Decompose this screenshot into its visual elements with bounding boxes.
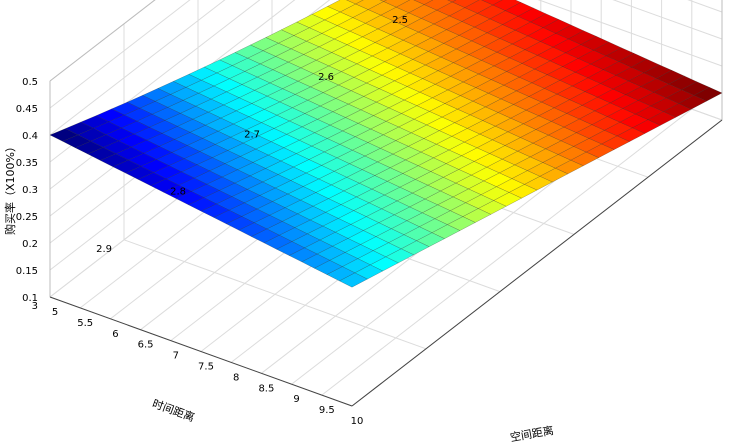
y-tick-label: 3: [32, 301, 38, 312]
z-tick-label: 0.5: [22, 77, 38, 88]
x-tick-label: 9: [293, 394, 299, 405]
x-tick-label: 6: [112, 329, 118, 340]
x-tick-label: 5: [52, 307, 58, 318]
wall-grid-line: [612, 0, 723, 40]
box-edge: [351, 119, 723, 407]
x-tick-label: 7: [173, 351, 179, 362]
y-tick-label: 2.6: [318, 72, 334, 83]
z-tick-label: 0.3: [22, 185, 38, 196]
z-tick-label: 0.1: [22, 293, 38, 304]
z-tick-label: 0.15: [16, 266, 38, 277]
x-axis-label: 空间距离: [509, 423, 555, 444]
wall-grid-line: [49, 0, 191, 109]
y-tick-label: 2.7: [244, 129, 260, 140]
z-tick-label: 0.4: [22, 131, 38, 142]
z-tick-label: 0.45: [16, 104, 38, 115]
x-tick-label: 8.5: [258, 383, 274, 394]
floor-grid-line: [123, 239, 427, 350]
z-axis-label: 购买率（X100%）: [3, 141, 17, 235]
surface-mesh: [49, 0, 723, 288]
z-tick-label: 0.35: [16, 158, 38, 169]
y-axis-label: 时间距离: [150, 396, 196, 424]
x-tick-label: 7.5: [198, 362, 214, 373]
y-tick-label: 2.5: [392, 15, 408, 26]
wall-grid-line: [49, 0, 226, 136]
x-tick-label: 9.5: [319, 405, 335, 416]
x-tick-label: 8: [233, 372, 239, 383]
floor-grid-line: [321, 108, 693, 396]
wall-grid-line: [537, 0, 723, 67]
box-edge: [49, 296, 353, 407]
y-tick-label: 2.9: [96, 244, 112, 255]
x-tick-label: 10: [351, 416, 364, 427]
z-tick-label: 0.2: [22, 239, 38, 250]
tick-labels: 0.1 0.15 0.2 0.25 0.3 0.35 0.4 0.45 0.5 2.5 2.6 2.7…: [16, 15, 408, 427]
x-tick-label: 6.5: [138, 340, 154, 351]
z-tick-label: 0.25: [16, 212, 38, 223]
y-tick-label: 2.8: [170, 187, 186, 198]
box-edge: [49, 0, 156, 82]
surface-patch: [49, 128, 79, 142]
x-tick-label: 5.5: [77, 318, 93, 329]
